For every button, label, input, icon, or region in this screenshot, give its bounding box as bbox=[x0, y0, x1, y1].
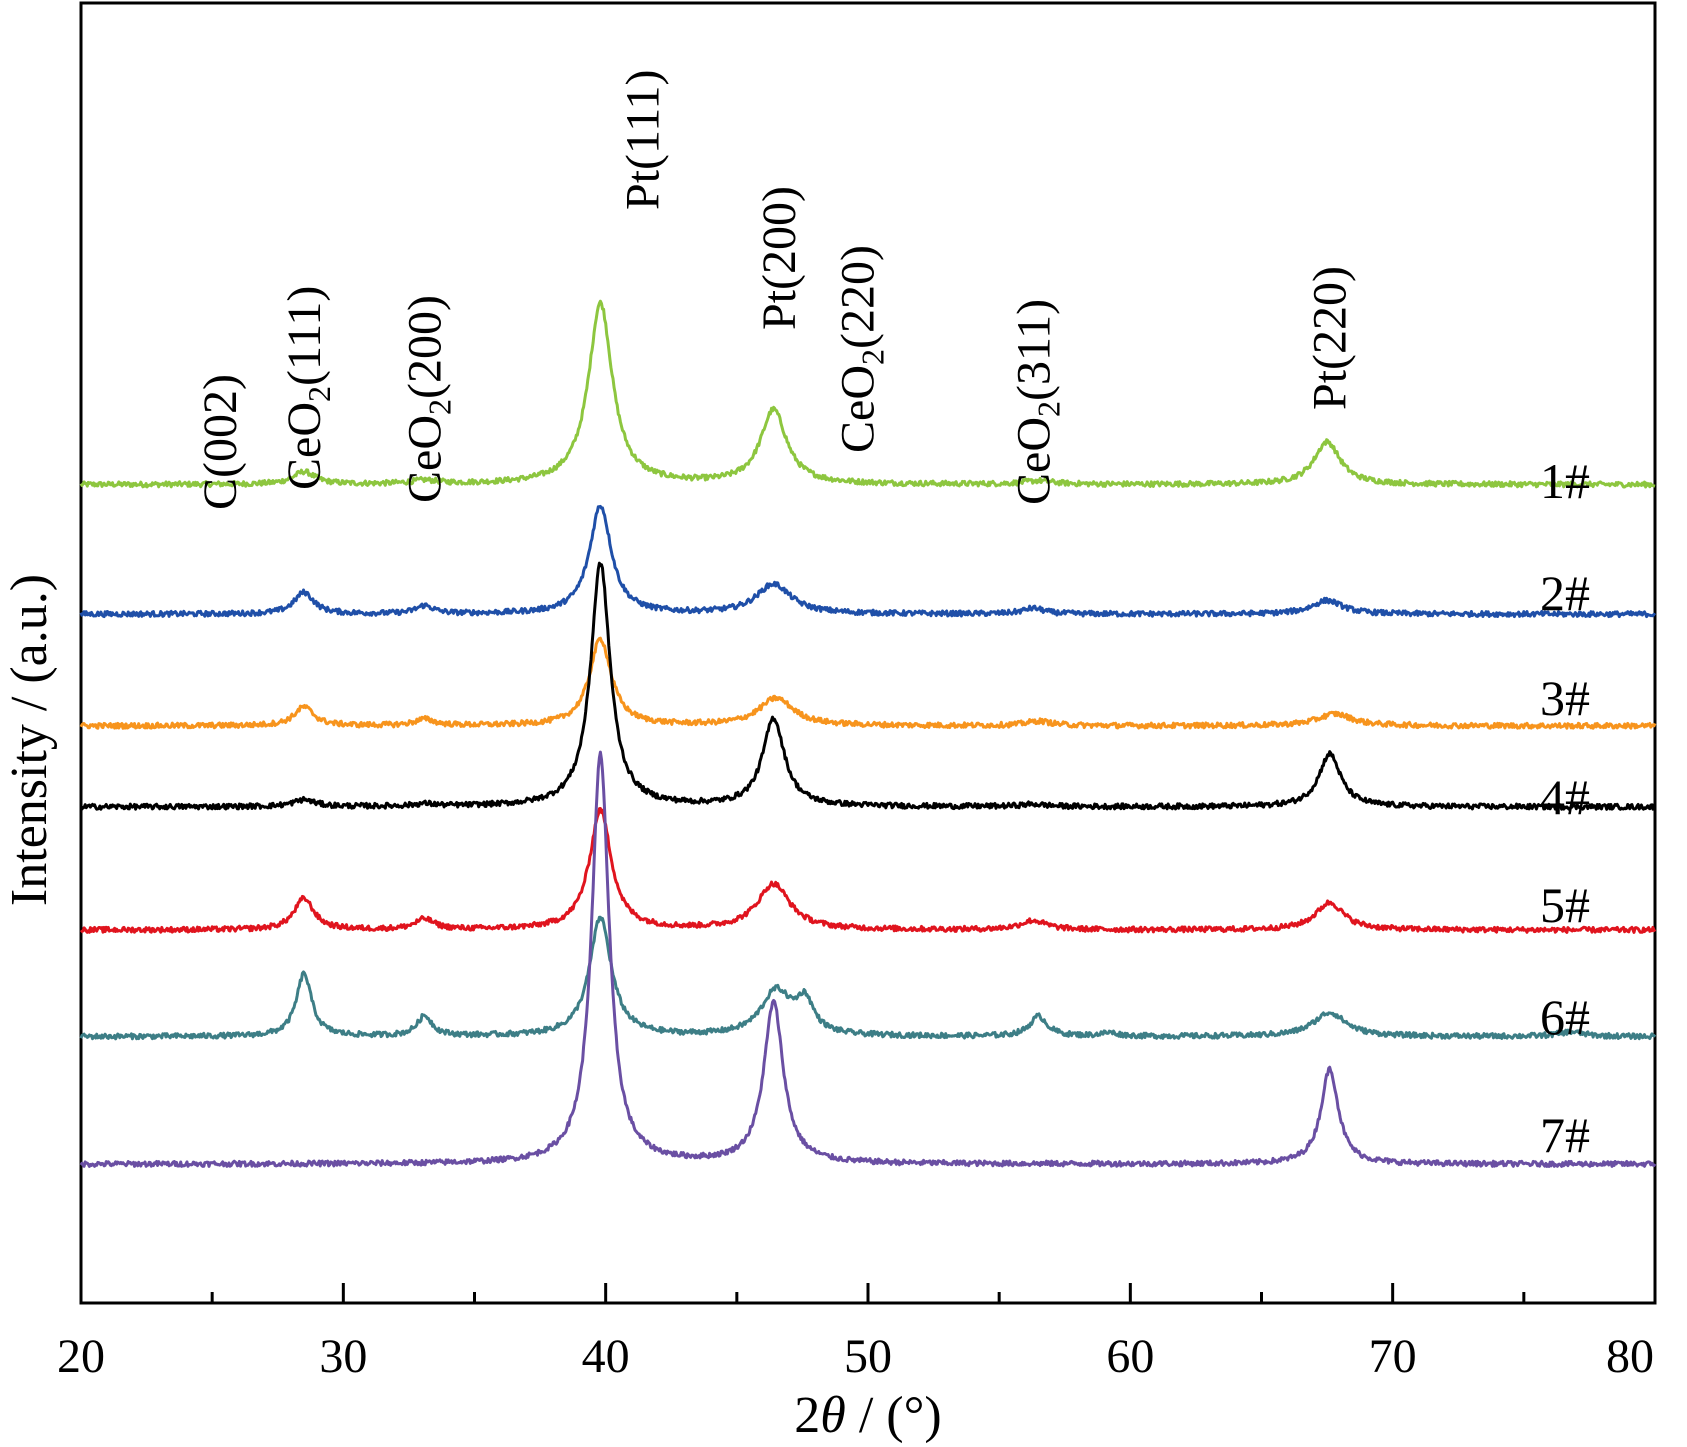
series-line-4 bbox=[79, 561, 1657, 811]
x-axis-ticks bbox=[79, 1283, 1657, 1303]
peak-label: Pt(111) bbox=[616, 70, 669, 210]
x-axis-title-symbol: θ bbox=[820, 1387, 846, 1444]
x-tick-label: 80 bbox=[1606, 1330, 1654, 1383]
plot-frame bbox=[79, 1, 1657, 1305]
series-label-2: 2# bbox=[1540, 565, 1590, 621]
peak-label: Pt(200) bbox=[753, 186, 806, 330]
x-axis-title: 2θ / (°) bbox=[794, 1387, 941, 1444]
x-tick-label: 40 bbox=[582, 1330, 630, 1383]
series-label-7: 7# bbox=[1540, 1107, 1590, 1163]
series-group bbox=[79, 299, 1657, 1168]
series-line-3 bbox=[79, 636, 1657, 730]
peak-label: CeO2(220) bbox=[832, 245, 891, 453]
y-axis-title: Intensity / (a.u.) bbox=[1, 574, 58, 906]
peak-label: C(002) bbox=[194, 374, 247, 510]
series-line-6 bbox=[79, 915, 1657, 1041]
series-line-7 bbox=[79, 750, 1657, 1168]
series-labels: 1# 2# 3# 4# 5# 6# 7# bbox=[1540, 453, 1590, 1163]
x-axis-title-prefix: 2 bbox=[794, 1387, 820, 1444]
series-label-6: 6# bbox=[1540, 989, 1590, 1045]
peak-label: Pt(220) bbox=[1304, 266, 1357, 410]
x-tick-label: 60 bbox=[1106, 1330, 1154, 1383]
series-line-2 bbox=[79, 504, 1657, 619]
peak-label: CeO2(311) bbox=[1007, 299, 1066, 505]
x-tick-label: 50 bbox=[844, 1330, 892, 1383]
series-label-4: 4# bbox=[1540, 769, 1590, 825]
x-axis-title-suffix: / (°) bbox=[846, 1387, 942, 1444]
peak-labels: C(002) CeO2(111) CeO2(200) Pt(111) Pt(200) Ce… bbox=[194, 70, 1357, 510]
series-label-3: 3# bbox=[1540, 670, 1590, 726]
peak-label: CeO2(111) bbox=[278, 286, 337, 490]
series-line-1 bbox=[79, 299, 1656, 489]
series-line-5 bbox=[79, 807, 1657, 934]
peak-label: CeO2(200) bbox=[399, 295, 458, 503]
x-tick-label: 70 bbox=[1369, 1330, 1417, 1383]
x-tick-label: 30 bbox=[319, 1330, 367, 1383]
series-label-1: 1# bbox=[1540, 453, 1590, 509]
series-label-5: 5# bbox=[1540, 877, 1590, 933]
x-tick-label: 20 bbox=[57, 1330, 105, 1383]
x-axis-tick-labels: 20 30 40 50 60 70 80 bbox=[57, 1330, 1654, 1383]
